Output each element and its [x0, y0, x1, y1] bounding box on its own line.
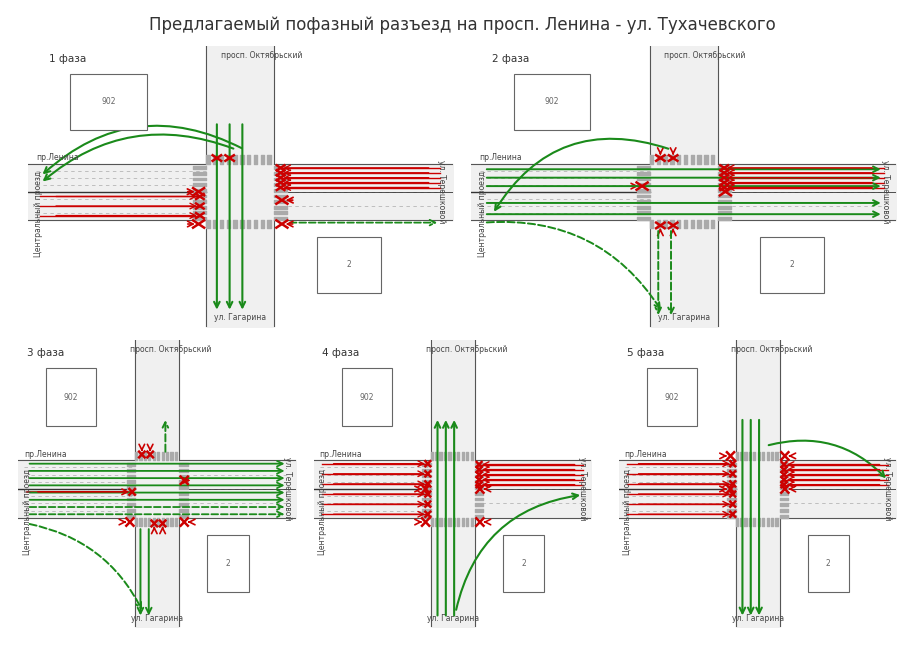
Text: 1 фаза: 1 фаза	[49, 54, 86, 64]
Text: 902: 902	[102, 97, 116, 106]
Text: 902: 902	[359, 392, 374, 402]
Bar	[808, 535, 849, 592]
Text: ул. Гагарина: ул. Гагарина	[214, 313, 266, 323]
Bar	[760, 236, 824, 293]
Text: Предлагаемый пофазный разъезд на просп. Ленина - ул. Тухачевского: Предлагаемый пофазный разъезд на просп. …	[149, 16, 775, 35]
Text: Центральный проезд: Центральный проезд	[34, 171, 43, 257]
Text: ул. Терешковой: ул. Терешковой	[283, 457, 292, 520]
Bar	[647, 368, 697, 426]
Bar	[342, 368, 392, 426]
Text: 4 фаза: 4 фаза	[322, 348, 359, 358]
Text: просп. Октябрьский: просп. Октябрьский	[221, 52, 302, 60]
Text: ул. Гагарина: ул. Гагарина	[131, 614, 183, 622]
Text: Центральный проезд: Центральный проезд	[478, 171, 487, 257]
Bar	[503, 535, 544, 592]
Bar	[46, 368, 96, 426]
Text: 2: 2	[826, 559, 831, 568]
Text: ул. Терешковой: ул. Терешковой	[881, 160, 890, 223]
Bar	[514, 74, 590, 130]
Text: 2: 2	[225, 559, 230, 568]
Text: 2: 2	[521, 559, 526, 568]
Text: пр.Ленина: пр.Ленина	[480, 153, 522, 162]
Text: 2: 2	[346, 261, 351, 269]
Text: 902: 902	[64, 392, 79, 402]
Text: 2: 2	[790, 261, 795, 269]
Text: 2 фаза: 2 фаза	[492, 54, 529, 64]
Text: 3 фаза: 3 фаза	[27, 348, 64, 358]
Bar	[207, 535, 249, 592]
Text: Центральный проезд: Центральный проезд	[318, 469, 327, 555]
Text: просп. Октябрьский: просп. Октябрьский	[664, 52, 746, 60]
Text: Центральный проезд: Центральный проезд	[22, 469, 31, 555]
Text: ул. Терешковой: ул. Терешковой	[578, 457, 588, 520]
Text: пр.Ленина: пр.Ленина	[24, 450, 67, 459]
Text: пр.Ленина: пр.Ленина	[36, 153, 79, 162]
Text: просп. Октябрьский: просп. Октябрьский	[731, 345, 812, 355]
Text: ул. Терешковой: ул. Терешковой	[883, 457, 892, 520]
Text: ул. Терешковой: ул. Терешковой	[437, 160, 446, 223]
Bar	[317, 236, 381, 293]
Text: ул. Гагарина: ул. Гагарина	[658, 313, 710, 323]
Text: просп. Октябрьский: просп. Октябрьский	[426, 345, 507, 355]
Text: пр.Ленина: пр.Ленина	[320, 450, 362, 459]
Text: Центральный проезд: Центральный проезд	[624, 469, 632, 555]
Text: 902: 902	[664, 392, 679, 402]
Text: ул. Гагарина: ул. Гагарина	[427, 614, 479, 622]
Text: 5 фаза: 5 фаза	[627, 348, 664, 358]
Text: ул. Гагарина: ул. Гагарина	[732, 614, 784, 622]
Text: просп. Октябрьский: просп. Октябрьский	[130, 345, 212, 355]
Text: пр.Ленина: пр.Ленина	[625, 450, 667, 459]
Text: 902: 902	[545, 97, 559, 106]
Bar	[70, 74, 147, 130]
